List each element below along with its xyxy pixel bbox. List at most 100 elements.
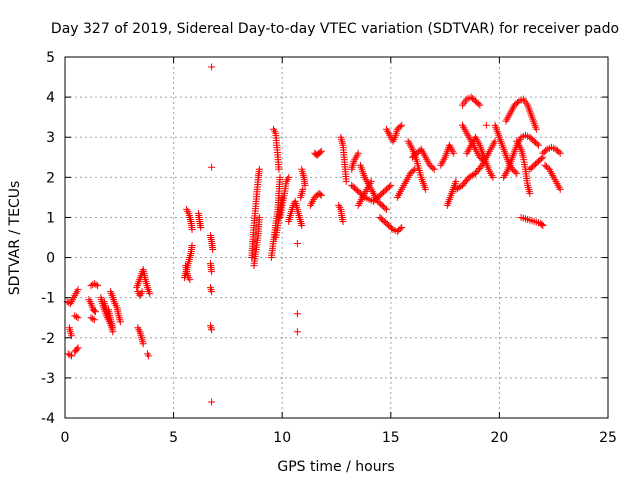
plot-frame — [64, 56, 609, 419]
data-point — [90, 307, 98, 315]
data-point — [116, 318, 124, 326]
data-point — [430, 165, 438, 173]
data-point — [482, 121, 490, 129]
data-point — [542, 147, 550, 155]
data-point — [208, 63, 216, 71]
data-point — [94, 282, 102, 290]
y-tick-label: 1 — [46, 210, 55, 226]
data-point — [354, 149, 362, 157]
data-point — [276, 173, 284, 181]
data-point — [73, 345, 81, 353]
data-point — [298, 221, 306, 229]
y-tick-label: 4 — [46, 90, 55, 106]
data-point — [388, 224, 396, 232]
data-point — [285, 173, 293, 181]
data-point — [539, 221, 547, 229]
data-point — [255, 213, 263, 221]
y-tick-label: 2 — [46, 170, 55, 186]
data-point — [74, 344, 82, 352]
data-point — [555, 148, 563, 156]
data-point — [66, 351, 74, 359]
data-point — [89, 315, 97, 323]
data-point — [91, 308, 99, 316]
data-point — [382, 205, 390, 213]
data-point — [146, 290, 154, 298]
y-tick-label: -3 — [41, 371, 55, 387]
x-tick-label: 5 — [169, 430, 178, 446]
data-point — [398, 223, 406, 231]
data-point — [209, 246, 217, 254]
data-point — [74, 286, 82, 294]
data-point — [477, 163, 485, 171]
data-point — [409, 167, 417, 175]
y-tick-label: -4 — [41, 411, 55, 427]
data-point — [186, 276, 194, 284]
data-point — [398, 121, 406, 129]
data-point — [396, 225, 404, 233]
data-point — [278, 193, 286, 201]
data-point — [301, 181, 309, 189]
data-point — [197, 223, 205, 231]
chart-title: Day 327 of 2019, Sidereal Day-to-day VTE… — [51, 21, 619, 37]
data-point — [316, 148, 324, 156]
data-point — [411, 165, 419, 173]
y-tick-label: 3 — [46, 130, 55, 146]
data-point — [317, 147, 325, 155]
data-point — [489, 173, 497, 181]
data-point — [275, 165, 283, 173]
data-point — [293, 310, 301, 318]
y-tick-label: -2 — [41, 331, 55, 347]
data-point — [316, 190, 324, 198]
axis-ticks-layer: 0 5 10 15 20 25 -4 -3 -2 -1 0 1 2 3 4 5 — [41, 50, 617, 446]
grid-layer — [65, 57, 608, 418]
data-point — [255, 165, 263, 173]
y-tick-label: -1 — [41, 291, 55, 307]
data-point — [450, 149, 458, 157]
data-point — [293, 240, 301, 248]
data-point — [474, 100, 482, 108]
data-point — [208, 268, 216, 276]
data-point — [72, 313, 80, 321]
data-point — [387, 181, 395, 189]
data-point — [514, 98, 521, 106]
data-point — [68, 332, 76, 340]
y-axis-label: SDTVAR / TECUs — [7, 181, 23, 296]
data-point — [534, 141, 542, 149]
data-point — [381, 204, 389, 212]
x-axis-label: GPS time / hours — [277, 459, 394, 475]
data-point — [533, 140, 541, 148]
data-point — [429, 164, 437, 172]
data-point — [532, 125, 540, 133]
data-point — [396, 123, 404, 131]
data-points-layer — [63, 63, 564, 406]
data-point — [526, 189, 534, 197]
data-point — [422, 185, 430, 193]
data-point — [208, 398, 216, 406]
x-tick-label: 25 — [599, 430, 617, 446]
data-point — [513, 169, 521, 177]
data-point — [367, 177, 375, 185]
data-point — [317, 191, 325, 199]
data-point — [339, 217, 347, 225]
data-point — [452, 177, 460, 185]
data-point — [538, 220, 546, 228]
data-point — [511, 168, 519, 176]
data-point — [145, 352, 153, 360]
data-point — [476, 101, 484, 109]
data-point — [68, 352, 76, 360]
data-point — [556, 185, 564, 193]
y-tick-label: 5 — [46, 50, 55, 66]
data-point — [74, 314, 82, 322]
data-point — [556, 149, 564, 157]
data-point — [92, 281, 100, 289]
data-point — [208, 288, 216, 296]
data-point — [188, 242, 196, 250]
data-point — [385, 183, 393, 191]
data-point — [208, 163, 216, 171]
y-tick-label: 0 — [46, 251, 55, 267]
x-tick-label: 10 — [273, 430, 291, 446]
x-tick-label: 15 — [382, 430, 400, 446]
x-tick-label: 0 — [61, 430, 70, 446]
